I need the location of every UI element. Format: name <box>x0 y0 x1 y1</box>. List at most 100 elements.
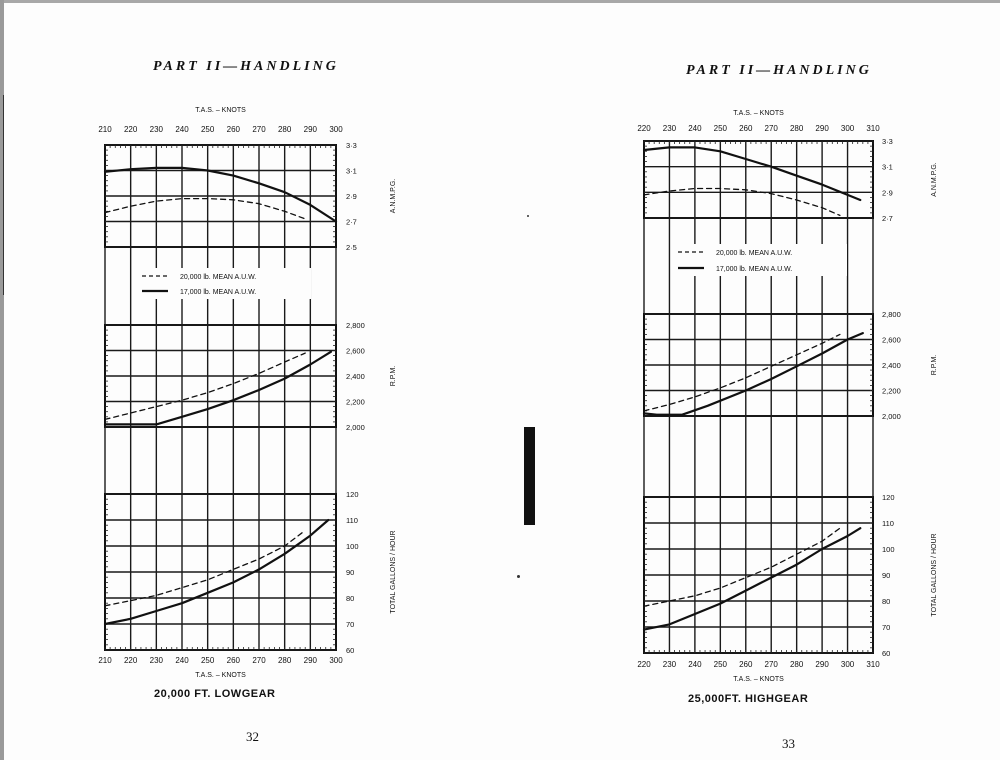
svg-text:2,400: 2,400 <box>346 372 365 381</box>
series-20000lb-dashed <box>104 197 306 220</box>
svg-text:120: 120 <box>882 493 895 502</box>
svg-text:70: 70 <box>346 620 354 629</box>
svg-text:120: 120 <box>346 490 359 499</box>
svg-text:230: 230 <box>150 125 164 134</box>
svg-text:2,400: 2,400 <box>882 361 901 370</box>
svg-text:220: 220 <box>124 656 138 665</box>
svg-text:T.A.S. – KNOTS: T.A.S. – KNOTS <box>733 676 784 683</box>
svg-text:310: 310 <box>866 660 880 669</box>
svg-text:2,800: 2,800 <box>882 310 901 319</box>
series-20000lb-dashed <box>643 333 841 412</box>
svg-text:260: 260 <box>227 656 241 665</box>
svg-text:20,000 lb. MEAN A.U.W.: 20,000 lb. MEAN A.U.W. <box>180 274 256 281</box>
svg-text:300: 300 <box>841 660 855 669</box>
svg-text:2,000: 2,000 <box>882 412 901 421</box>
svg-text:T.A.S. – KNOTS: T.A.S. – KNOTS <box>733 110 784 117</box>
svg-text:240: 240 <box>688 660 702 669</box>
svg-text:3·1: 3·1 <box>346 167 357 176</box>
left-chart-caption: 20,000 FT. LOWGEAR <box>154 688 276 700</box>
svg-text:2,200: 2,200 <box>882 387 901 396</box>
svg-text:290: 290 <box>815 124 829 133</box>
svg-text:2·9: 2·9 <box>882 188 893 197</box>
series-20000lb-dashed <box>104 529 306 607</box>
svg-text:240: 240 <box>175 656 189 665</box>
series-17000lb-solid <box>642 527 862 631</box>
svg-text:220: 220 <box>637 124 651 133</box>
svg-text:2·7: 2·7 <box>346 218 357 227</box>
svg-text:270: 270 <box>252 125 266 134</box>
svg-text:60: 60 <box>346 646 354 655</box>
series-17000lb-solid <box>103 518 330 626</box>
page-edge-shadow <box>3 95 4 295</box>
svg-text:80: 80 <box>882 597 890 606</box>
left-page-number: 32 <box>246 729 259 744</box>
svg-text:R.P.M.: R.P.M. <box>931 355 938 376</box>
right-chart-caption: 25,000FT. HIGHGEAR <box>688 693 809 705</box>
scan-speck <box>527 215 529 217</box>
svg-text:230: 230 <box>663 660 677 669</box>
svg-text:220: 220 <box>124 125 138 134</box>
svg-text:A.N.M.P.G.: A.N.M.P.G. <box>931 162 938 197</box>
svg-text:300: 300 <box>329 125 343 134</box>
series-17000lb-solid <box>103 350 332 426</box>
svg-text:210: 210 <box>98 125 112 134</box>
svg-text:270: 270 <box>765 660 779 669</box>
series-20000lb-dashed <box>643 187 841 217</box>
svg-text:T.A.S. – KNOTS: T.A.S. – KNOTS <box>195 672 246 679</box>
series-17000lb-solid <box>642 146 862 202</box>
svg-text:240: 240 <box>175 125 189 134</box>
svg-text:220: 220 <box>637 660 651 669</box>
svg-text:TOTAL GALLONS / HOUR: TOTAL GALLONS / HOUR <box>931 533 938 616</box>
svg-text:290: 290 <box>304 656 318 665</box>
svg-text:280: 280 <box>790 660 804 669</box>
svg-text:100: 100 <box>882 545 895 554</box>
svg-text:250: 250 <box>714 660 728 669</box>
left-page-header: PART II—HANDLING <box>153 59 339 74</box>
svg-text:90: 90 <box>346 568 354 577</box>
svg-text:290: 290 <box>815 660 829 669</box>
chart-25000ft-highgear: 220 220 230 230 240 240 250 250 260 260 270 270 280 2… <box>637 110 938 683</box>
svg-text:240: 240 <box>688 124 702 133</box>
legend: 20,000 lb. MEAN A.U.W. 17,000 lb. MEAN A.… <box>136 268 311 299</box>
svg-text:3·3: 3·3 <box>882 137 893 146</box>
svg-text:70: 70 <box>882 623 890 632</box>
svg-text:17,000 lb. MEAN A.U.W.: 17,000 lb. MEAN A.U.W. <box>180 289 256 296</box>
svg-text:260: 260 <box>739 124 753 133</box>
scan-speck <box>517 575 520 578</box>
svg-text:250: 250 <box>201 125 215 134</box>
svg-text:20,000 lb. MEAN A.U.W.: 20,000 lb. MEAN A.U.W. <box>716 250 792 257</box>
right-page-number: 33 <box>782 736 795 751</box>
svg-text:280: 280 <box>278 125 292 134</box>
svg-text:TOTAL GALLONS / HOUR: TOTAL GALLONS / HOUR <box>390 530 397 613</box>
svg-text:280: 280 <box>278 656 292 665</box>
legend: 20,000 lb. MEAN A.U.W. 17,000 lb. MEAN A.… <box>672 244 847 276</box>
svg-text:260: 260 <box>227 125 241 134</box>
svg-text:230: 230 <box>663 124 677 133</box>
window-top-border <box>0 0 1000 3</box>
svg-text:90: 90 <box>882 571 890 580</box>
svg-text:110: 110 <box>346 516 358 525</box>
svg-text:110: 110 <box>882 519 894 528</box>
svg-text:2,600: 2,600 <box>882 336 901 345</box>
svg-text:A.N.M.P.G.: A.N.M.P.G. <box>390 179 397 214</box>
svg-text:2,200: 2,200 <box>346 398 365 407</box>
svg-text:2·7: 2·7 <box>882 214 893 223</box>
svg-text:100: 100 <box>346 542 359 551</box>
series-20000lb-dashed <box>104 352 306 421</box>
svg-text:2·5: 2·5 <box>346 243 357 252</box>
svg-text:310: 310 <box>866 124 880 133</box>
svg-text:250: 250 <box>714 124 728 133</box>
right-page-header: PART II—HANDLING <box>686 63 872 78</box>
svg-text:300: 300 <box>841 124 855 133</box>
svg-text:270: 270 <box>765 124 779 133</box>
svg-text:2,000: 2,000 <box>346 423 365 432</box>
binding-mark <box>524 427 535 525</box>
chart-20000ft-lowgear: 210 210 220 220 230 230 240 240 250 250 260 260 270 2… <box>98 107 397 679</box>
svg-text:300: 300 <box>329 656 343 665</box>
svg-text:250: 250 <box>201 656 215 665</box>
series-17000lb-solid <box>642 332 864 416</box>
svg-text:60: 60 <box>882 649 890 658</box>
svg-text:210: 210 <box>98 656 112 665</box>
svg-text:R.P.M.: R.P.M. <box>390 366 397 387</box>
